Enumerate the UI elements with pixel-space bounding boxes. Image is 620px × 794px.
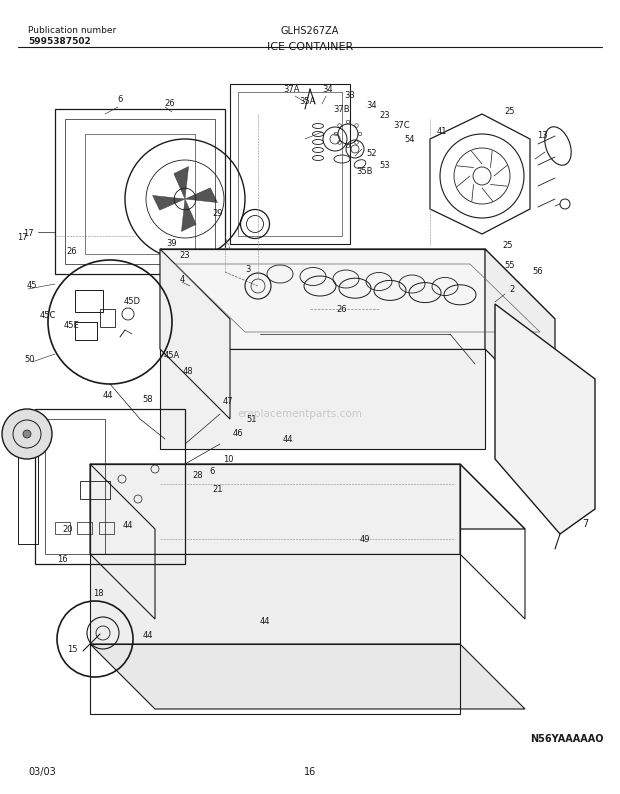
Bar <box>35 409 185 564</box>
Polygon shape <box>90 464 460 554</box>
Bar <box>18 434 38 544</box>
Text: 41: 41 <box>436 128 447 137</box>
Text: 45A: 45A <box>164 352 180 360</box>
Text: 52: 52 <box>367 149 377 159</box>
Polygon shape <box>174 167 188 199</box>
Text: ereplacementparts.com: ereplacementparts.com <box>237 409 363 419</box>
Polygon shape <box>90 554 460 644</box>
Text: 58: 58 <box>143 395 153 403</box>
Text: 35B: 35B <box>356 168 373 176</box>
Text: 18: 18 <box>92 589 104 599</box>
Text: 16: 16 <box>56 554 68 564</box>
Text: ICE CONTAINER: ICE CONTAINER <box>267 42 353 52</box>
Text: 53: 53 <box>379 161 391 171</box>
Text: 45E: 45E <box>64 322 80 330</box>
Text: 2: 2 <box>510 284 515 294</box>
Text: 54: 54 <box>405 134 415 144</box>
Polygon shape <box>160 249 230 419</box>
Text: 6: 6 <box>117 95 123 105</box>
Polygon shape <box>90 464 525 529</box>
Text: 5995387502: 5995387502 <box>28 37 91 46</box>
Polygon shape <box>185 188 218 202</box>
Polygon shape <box>160 249 555 319</box>
Text: 26: 26 <box>165 99 175 109</box>
Text: GLHS267ZA: GLHS267ZA <box>281 26 339 36</box>
Text: 39: 39 <box>167 240 177 249</box>
Bar <box>55 522 70 534</box>
Text: N56YAAAAAO: N56YAAAAAO <box>530 734 603 744</box>
Text: 45: 45 <box>27 282 37 291</box>
Text: 21: 21 <box>213 484 223 494</box>
Bar <box>100 309 115 327</box>
Text: 35A: 35A <box>299 98 315 106</box>
Text: Publication number: Publication number <box>28 26 117 35</box>
Text: 7: 7 <box>582 519 588 529</box>
Text: 15: 15 <box>67 645 78 653</box>
Text: 3: 3 <box>246 264 250 273</box>
Text: 26: 26 <box>337 305 347 314</box>
Polygon shape <box>182 199 196 232</box>
Text: 34: 34 <box>366 102 378 110</box>
Text: 37C: 37C <box>394 121 410 130</box>
Bar <box>55 109 225 274</box>
Text: 44: 44 <box>260 618 270 626</box>
Bar <box>238 92 342 236</box>
Text: 44: 44 <box>143 631 153 641</box>
Text: 44: 44 <box>103 391 113 400</box>
Text: 16: 16 <box>304 767 316 777</box>
Polygon shape <box>495 304 595 534</box>
Circle shape <box>2 409 52 459</box>
Text: 6: 6 <box>210 468 215 476</box>
Polygon shape <box>160 249 485 349</box>
Text: 13: 13 <box>537 132 547 141</box>
Bar <box>75 290 103 312</box>
Bar <box>65 119 215 264</box>
Text: 44: 44 <box>123 522 133 530</box>
Text: 50: 50 <box>25 354 35 364</box>
Bar <box>230 84 350 244</box>
Text: 03/03: 03/03 <box>28 767 56 777</box>
Text: 46: 46 <box>232 430 243 438</box>
Bar <box>85 134 195 254</box>
Text: 26: 26 <box>67 248 78 256</box>
Text: 23: 23 <box>379 111 391 121</box>
Polygon shape <box>160 349 485 449</box>
Text: 4: 4 <box>179 275 185 283</box>
Text: 37B: 37B <box>334 105 350 114</box>
Bar <box>80 481 110 499</box>
Text: 45C: 45C <box>40 311 56 321</box>
Text: 28: 28 <box>193 472 203 480</box>
Bar <box>77 522 92 534</box>
Text: 51: 51 <box>247 414 257 423</box>
Text: 45D: 45D <box>123 298 141 306</box>
Text: 55: 55 <box>505 261 515 271</box>
Text: 25: 25 <box>503 241 513 250</box>
Circle shape <box>23 430 31 438</box>
Text: 47: 47 <box>223 398 233 407</box>
Text: 49: 49 <box>360 534 370 544</box>
Text: 20: 20 <box>63 525 73 534</box>
Bar <box>45 419 105 554</box>
Text: 25: 25 <box>505 107 515 117</box>
Text: 29: 29 <box>213 210 223 218</box>
Text: 10: 10 <box>223 454 233 464</box>
Polygon shape <box>90 644 525 709</box>
Bar <box>75 322 97 340</box>
Text: 37A: 37A <box>284 84 300 94</box>
Text: 23: 23 <box>180 252 190 260</box>
Polygon shape <box>153 195 185 210</box>
Text: 33: 33 <box>345 91 355 101</box>
Text: 44: 44 <box>283 434 293 444</box>
Polygon shape <box>485 249 555 419</box>
Text: 17: 17 <box>23 229 33 238</box>
Bar <box>99 522 114 534</box>
Text: 48: 48 <box>183 368 193 376</box>
Text: 17: 17 <box>17 233 27 242</box>
Text: 34: 34 <box>322 84 334 94</box>
Text: 56: 56 <box>533 268 543 276</box>
